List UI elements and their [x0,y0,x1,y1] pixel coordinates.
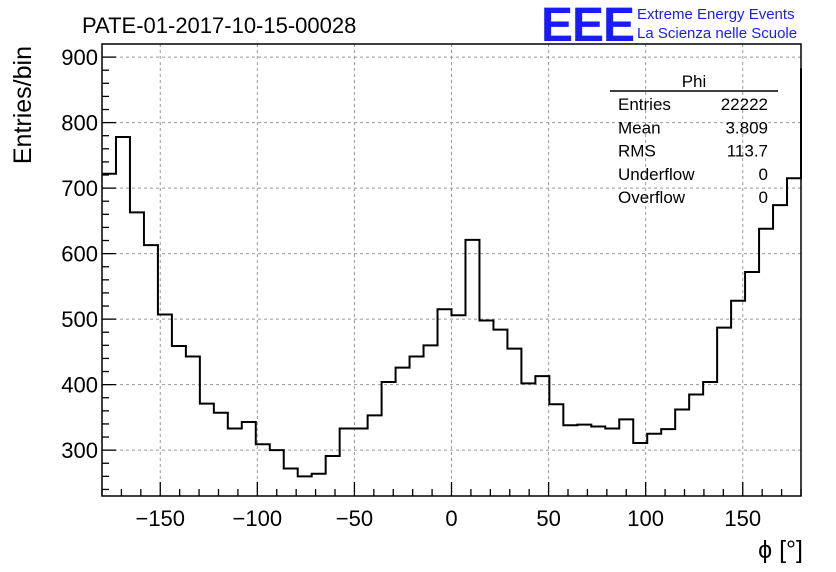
x-tick-label: 50 [536,506,560,531]
y-tick-label: 400 [61,373,98,398]
grid-lines [102,44,801,496]
y-tick-label: 500 [61,307,98,332]
x-tick-label: 100 [627,506,664,531]
y-tick-label: 800 [61,111,98,136]
stats-label: Overflow [618,188,686,207]
stats-label: Entries [618,95,671,114]
x-axis-label: ϕ [°] [758,536,803,564]
y-tick-label: 900 [61,45,98,70]
stats-label: RMS [618,142,656,161]
histogram-line [102,68,802,478]
stats-value: 3.809 [725,118,768,137]
stats-value: 113.7 [727,142,768,161]
y-axis-label: Entries/bin [9,46,37,164]
x-tick-label: 0 [445,506,457,531]
x-tick-label: −150 [135,506,185,531]
stats-label: Underflow [618,165,695,184]
y-tick-label: 300 [61,438,98,463]
stats-label: Mean [618,118,661,137]
stats-value: 22222 [721,95,768,114]
logo-mark: EEE [541,0,634,52]
y-tick-label: 600 [61,242,98,267]
stats-box: Phi Entries 22222 Mean 3.809 RMS 113.7 Underfl… [610,72,778,207]
x-tick-label: −100 [233,506,283,531]
x-tick-label: 150 [724,506,761,531]
x-tick-label: −50 [336,506,373,531]
logo-line-1: Extreme Energy Events [637,6,795,23]
stats-value: 0 [759,165,768,184]
eee-logo: EEE Extreme Energy Events La Scienza nel… [541,0,797,52]
stats-value: 0 [759,188,768,207]
chart-title: PATE-01-2017-10-15-00028 [82,13,356,38]
axis-ticks: −150 −100 −50 0 50 100 150 300 400 500 600 700 800 90… [61,45,802,531]
logo-line-2: La Scienza nelle Scuole [637,25,797,42]
y-tick-label: 700 [61,176,98,201]
stats-box-title: Phi [682,72,707,91]
